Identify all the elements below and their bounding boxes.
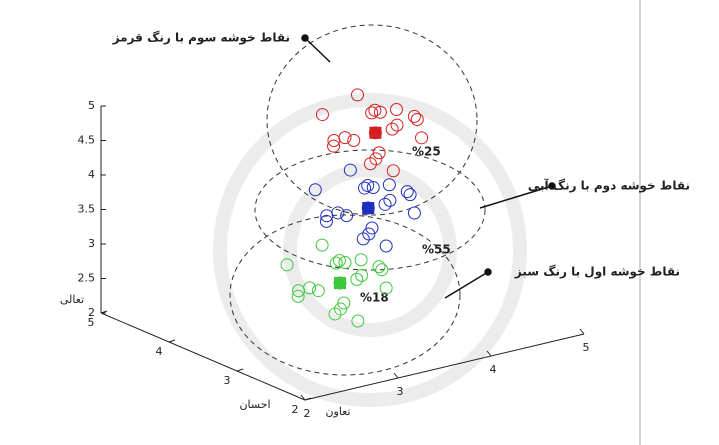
y-tick-label: 3 <box>224 374 231 387</box>
data-point <box>410 112 424 126</box>
data-point <box>361 178 375 192</box>
data-point <box>378 197 392 211</box>
y-tick-label: 5 <box>88 316 95 329</box>
data-point <box>338 256 352 270</box>
z-tick-label: 2 <box>88 306 95 319</box>
cluster-bounds <box>229 24 486 376</box>
data-point <box>303 281 317 295</box>
data-point <box>390 118 404 132</box>
y-tick <box>304 397 312 401</box>
data-point <box>385 122 399 136</box>
z-tick-label: 5 <box>88 99 95 112</box>
x-tick <box>486 350 492 357</box>
axis-line <box>100 312 306 401</box>
annotation: نقاط خوشه سوم با رنگ قرمز <box>112 31 290 46</box>
x-axis-label: تعاون <box>325 405 350 418</box>
annotation: نقاط خوشه اول با رنگ سبز <box>514 265 680 280</box>
data-point <box>354 253 368 267</box>
data-point <box>365 106 379 120</box>
z-axis-label: تعالی <box>60 293 84 306</box>
data-point <box>332 254 346 268</box>
y-axis-label: احسان <box>239 398 270 411</box>
data-point <box>358 181 371 195</box>
z-tick-label: 3 <box>88 237 95 250</box>
data-point <box>366 180 380 194</box>
x-tick-label: 5 <box>583 341 590 354</box>
data-point <box>407 109 421 123</box>
watermark <box>213 93 527 407</box>
data-point <box>403 188 417 202</box>
centroid <box>362 202 375 215</box>
x-tick-label: 3 <box>397 385 404 398</box>
data-point <box>369 152 383 166</box>
data-point <box>407 206 421 220</box>
x-tick <box>300 394 306 401</box>
data-point <box>372 146 386 160</box>
data-point <box>351 88 364 102</box>
y-tick <box>100 310 108 314</box>
y-tick <box>236 368 244 372</box>
data-point <box>372 260 386 274</box>
annotation: نقاط خوشه دوم با رنگ آبی <box>528 178 690 194</box>
data-point <box>373 105 387 119</box>
z-tick-label: 4.5 <box>78 134 96 147</box>
centroid <box>369 126 382 139</box>
data-point <box>350 272 364 286</box>
y-tick <box>168 339 176 343</box>
data-point <box>340 209 354 223</box>
data-point <box>379 281 393 295</box>
data-point <box>386 164 400 178</box>
x-tick-label: 2 <box>304 407 311 420</box>
percent-label: %18 <box>360 291 389 305</box>
data-point <box>343 163 357 177</box>
data-point <box>319 214 333 228</box>
z-tick-label: 3.5 <box>78 203 96 216</box>
data-point <box>365 221 379 235</box>
y-tick-label: 2 <box>292 403 299 416</box>
data-point <box>368 103 382 117</box>
z-tick-label: 4 <box>88 168 95 181</box>
centroid <box>334 277 346 290</box>
x-tick-label: 4 <box>490 363 497 376</box>
arrows <box>301 34 556 299</box>
y-tick-label: 4 <box>156 345 163 358</box>
data-point <box>390 103 403 117</box>
axis-line <box>304 333 585 401</box>
data-point <box>329 256 343 270</box>
data-point <box>338 131 352 145</box>
data-point <box>351 314 365 328</box>
z-tick-label: 2.5 <box>78 272 96 285</box>
data-point <box>315 108 329 122</box>
data-point <box>291 289 305 303</box>
percent-label: %25 <box>412 145 441 159</box>
data-point <box>331 206 345 220</box>
percent-label: %55 <box>422 243 451 257</box>
x-tick <box>579 328 585 335</box>
data-point <box>308 183 322 197</box>
data-point <box>315 238 329 252</box>
data-point <box>355 268 369 282</box>
data-point <box>327 139 341 153</box>
data-point <box>415 131 429 145</box>
x-tick <box>393 372 399 379</box>
data-point <box>383 193 397 207</box>
data-point <box>347 133 361 147</box>
data-point <box>362 227 376 241</box>
data-point <box>382 178 396 192</box>
data-point <box>379 239 393 253</box>
data-point <box>337 296 351 310</box>
data-point <box>375 263 389 277</box>
data-point <box>311 284 325 298</box>
data-point <box>334 302 348 316</box>
data-point <box>400 185 414 199</box>
data-point <box>280 258 294 272</box>
